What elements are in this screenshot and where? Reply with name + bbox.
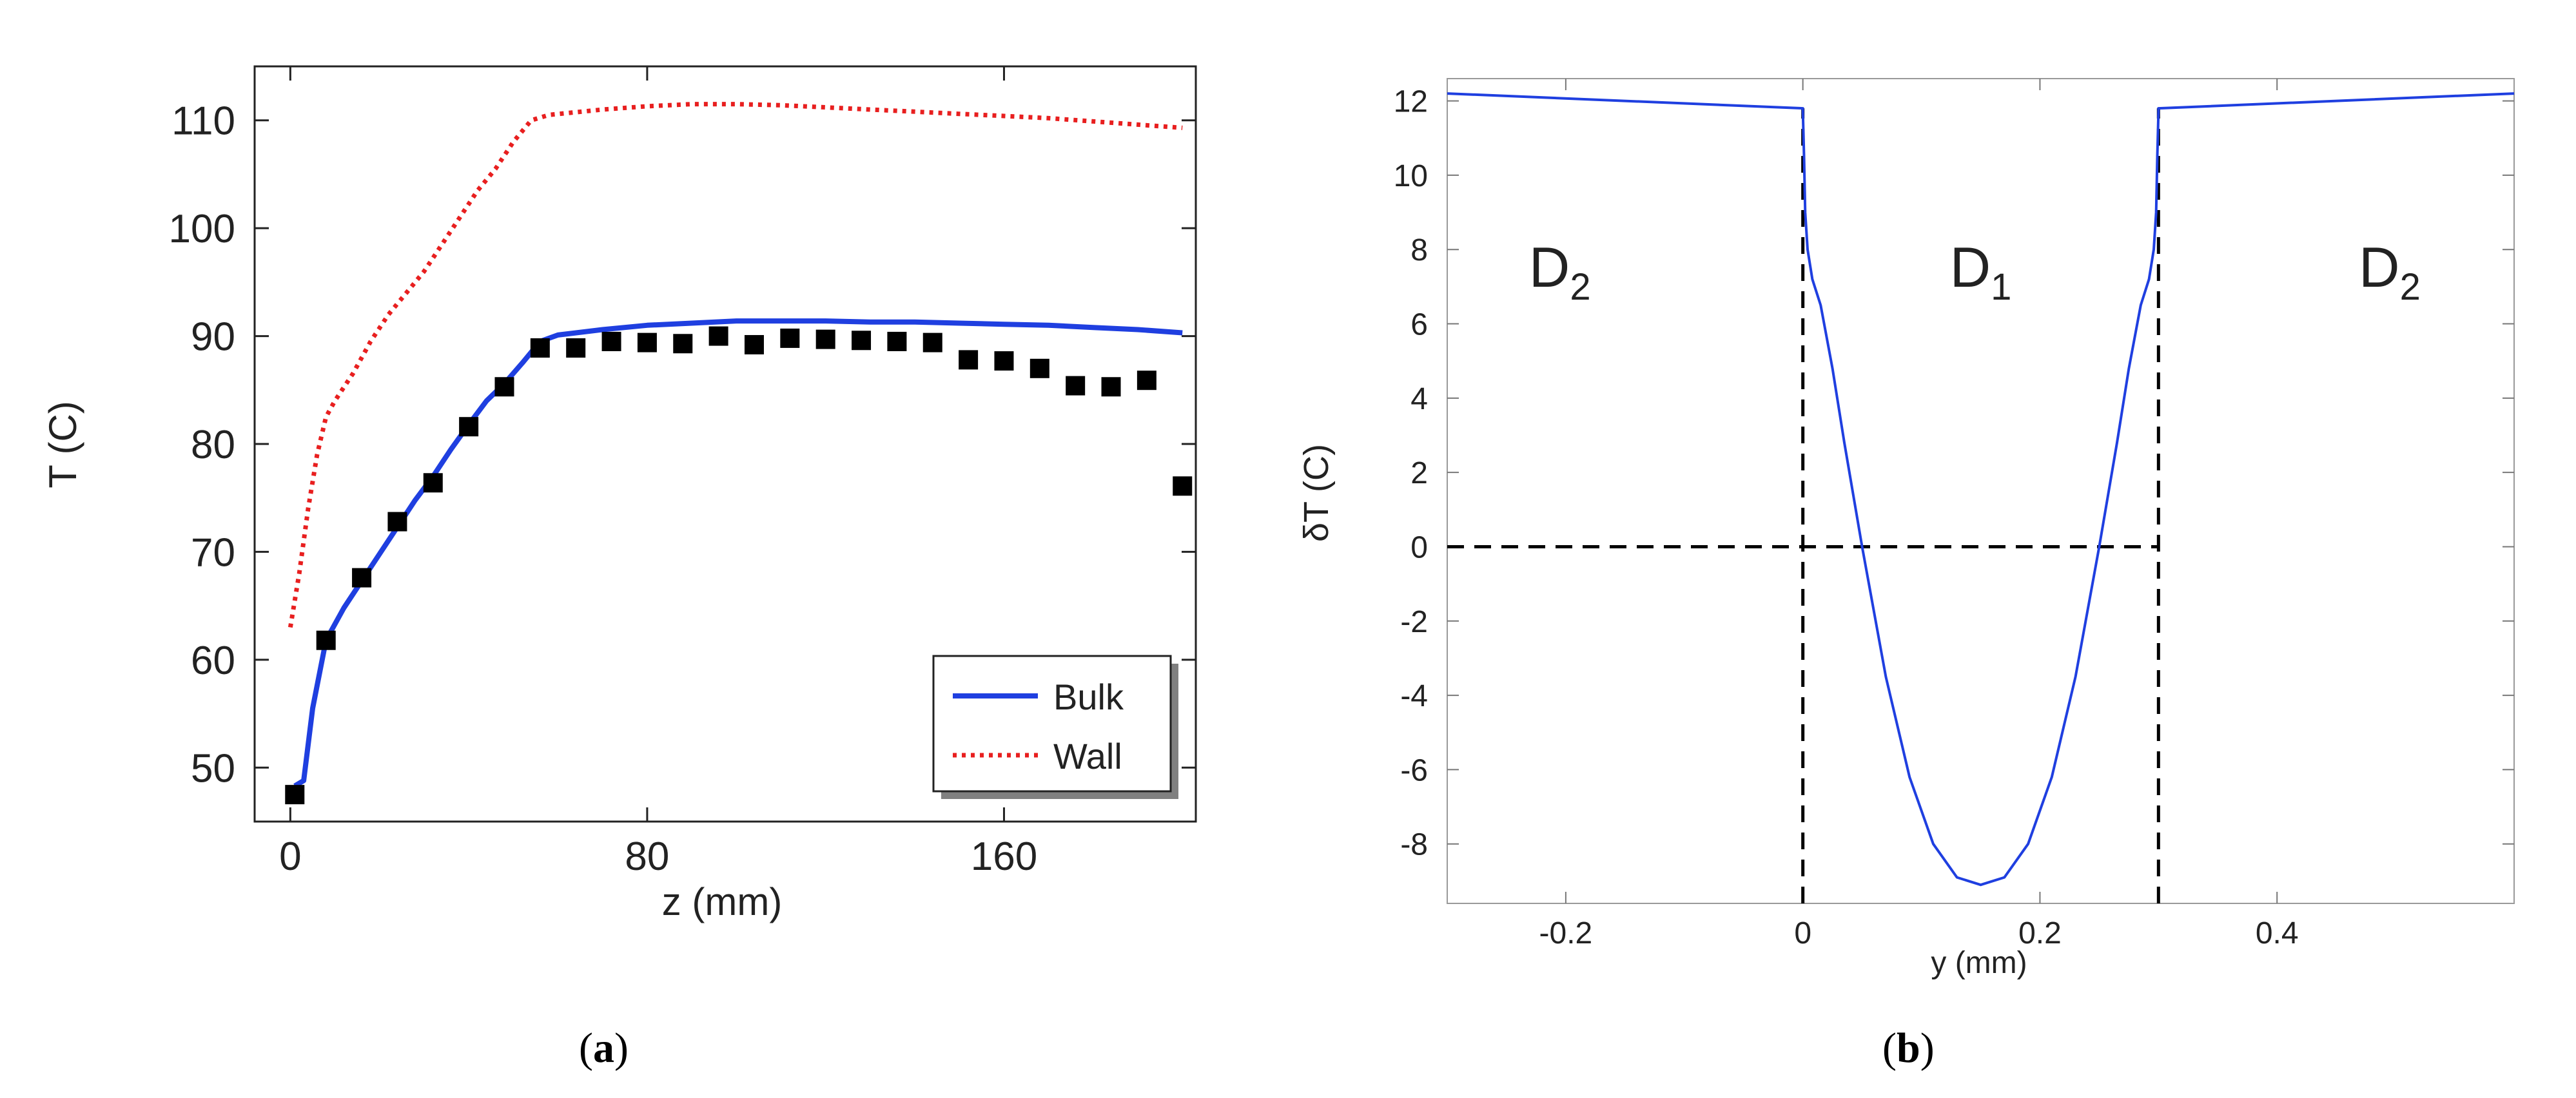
y-axis-label-a: T (C) xyxy=(41,401,84,488)
axis-ticks-b: -8 -6 -4 -2 0 2 4 6 8 10 12 -0.2 0 0.2 0.4 xyxy=(1394,79,2514,950)
caption-b-letter: b xyxy=(1897,1025,1920,1072)
marker-point-measured xyxy=(994,351,1014,371)
y-tick-label-a: 80 xyxy=(191,423,235,467)
y-tick-label-a: 90 xyxy=(191,315,235,360)
y-tick-label-b: -8 xyxy=(1400,828,1428,862)
marker-point-measured xyxy=(922,332,942,352)
x-tick-label-b: 0 xyxy=(1794,916,1811,950)
region-labels-b: D2 D1 D2 xyxy=(1529,235,2421,308)
legend-label-bulk: Bulk xyxy=(1053,677,1124,717)
legend-a: Bulk Wall xyxy=(932,655,1178,799)
marker-point-measured xyxy=(352,568,372,588)
marker-point-measured xyxy=(1101,377,1121,397)
x-tick-label-a: 160 xyxy=(971,834,1037,879)
panel-caption-b: (b) xyxy=(1882,1025,1935,1072)
x-tick-label-a: 80 xyxy=(625,834,669,879)
y-axis-label-b: δT (C) xyxy=(1297,444,1336,542)
legend-box xyxy=(932,655,1172,793)
marker-point-measured xyxy=(459,417,479,437)
marker-point-measured xyxy=(494,377,514,397)
marker-point-measured xyxy=(1029,358,1049,378)
panel-caption-a: (a) xyxy=(579,1025,629,1072)
y-tick-label-a: 110 xyxy=(171,99,235,144)
marker-point-measured xyxy=(1066,376,1086,396)
y-tick-label-a: 70 xyxy=(191,530,235,575)
marker-point-measured xyxy=(1173,476,1193,496)
y-tick-label-b: 6 xyxy=(1410,308,1428,342)
plot-area-b xyxy=(1447,78,2515,904)
caption-b-close: ) xyxy=(1920,1025,1935,1072)
marker-point-measured xyxy=(530,338,550,358)
marker-point-measured xyxy=(566,338,586,358)
y-tick-label-b: 12 xyxy=(1394,85,1428,119)
series-line-delta-t xyxy=(1447,92,2515,887)
series-layer-b xyxy=(1447,92,2515,887)
caption-a-close: ) xyxy=(614,1025,629,1072)
caption-a-letter: a xyxy=(593,1025,614,1072)
chart-panel-a: 50 60 70 80 90 100 110 0 80 160 T (C) z (mm) Bulk… xyxy=(41,65,1197,1072)
marker-point-measured xyxy=(673,334,693,354)
region-label: D2 xyxy=(1529,235,1591,308)
marker-point-measured xyxy=(708,326,728,346)
y-tick-label-a: 60 xyxy=(191,639,235,683)
series-layer-a xyxy=(285,102,1193,805)
x-axis-label-b: y (mm) xyxy=(1931,946,2027,980)
x-tick-label-a: 0 xyxy=(279,834,301,879)
y-tick-label-b: -4 xyxy=(1400,679,1428,713)
y-tick-label-b: -2 xyxy=(1400,605,1428,639)
marker-point-measured xyxy=(387,512,407,532)
legend-label-wall: Wall xyxy=(1053,736,1122,776)
marker-point-measured xyxy=(316,630,336,650)
y-tick-label-a: 100 xyxy=(169,207,235,251)
axis-ticks-a: 50 60 70 80 90 100 110 0 80 160 xyxy=(169,66,1196,879)
region-label: D1 xyxy=(1950,235,2012,308)
marker-point-measured xyxy=(780,328,800,348)
reference-lines-b xyxy=(1447,108,2160,903)
series-line-wall xyxy=(288,102,1183,628)
marker-point-measured xyxy=(601,331,621,351)
marker-point-measured xyxy=(887,331,907,351)
y-tick-label-b: 8 xyxy=(1410,233,1428,267)
x-tick-label-b: 0.2 xyxy=(2018,916,2062,950)
x-tick-label-b: -0.2 xyxy=(1539,916,1593,950)
y-tick-label-b: -6 xyxy=(1400,753,1428,787)
y-tick-label-a: 50 xyxy=(191,746,235,791)
marker-point-measured xyxy=(285,785,305,805)
y-tick-label-b: 10 xyxy=(1394,159,1428,193)
caption-a-open: ( xyxy=(579,1025,593,1072)
chart-panel-b: -8 -6 -4 -2 0 2 4 6 8 10 12 -0.2 0 0.2 0.4 D2 D1 D2 δT (… xyxy=(1297,78,2515,1072)
y-tick-label-b: 0 xyxy=(1410,530,1428,564)
y-tick-label-b: 4 xyxy=(1410,382,1428,416)
marker-point-measured xyxy=(744,334,764,354)
x-tick-label-b: 0.4 xyxy=(2256,916,2299,950)
marker-point-measured xyxy=(1137,371,1156,390)
marker-point-measured xyxy=(637,332,657,352)
marker-point-measured xyxy=(815,329,835,349)
marker-point-measured xyxy=(852,331,872,351)
x-axis-label-a: z (mm) xyxy=(662,880,783,923)
marker-point-measured xyxy=(423,473,443,493)
marker-point-measured xyxy=(959,350,979,370)
region-label: D2 xyxy=(2359,235,2421,308)
y-tick-label-b: 2 xyxy=(1410,456,1428,490)
caption-b-open: ( xyxy=(1882,1025,1897,1072)
